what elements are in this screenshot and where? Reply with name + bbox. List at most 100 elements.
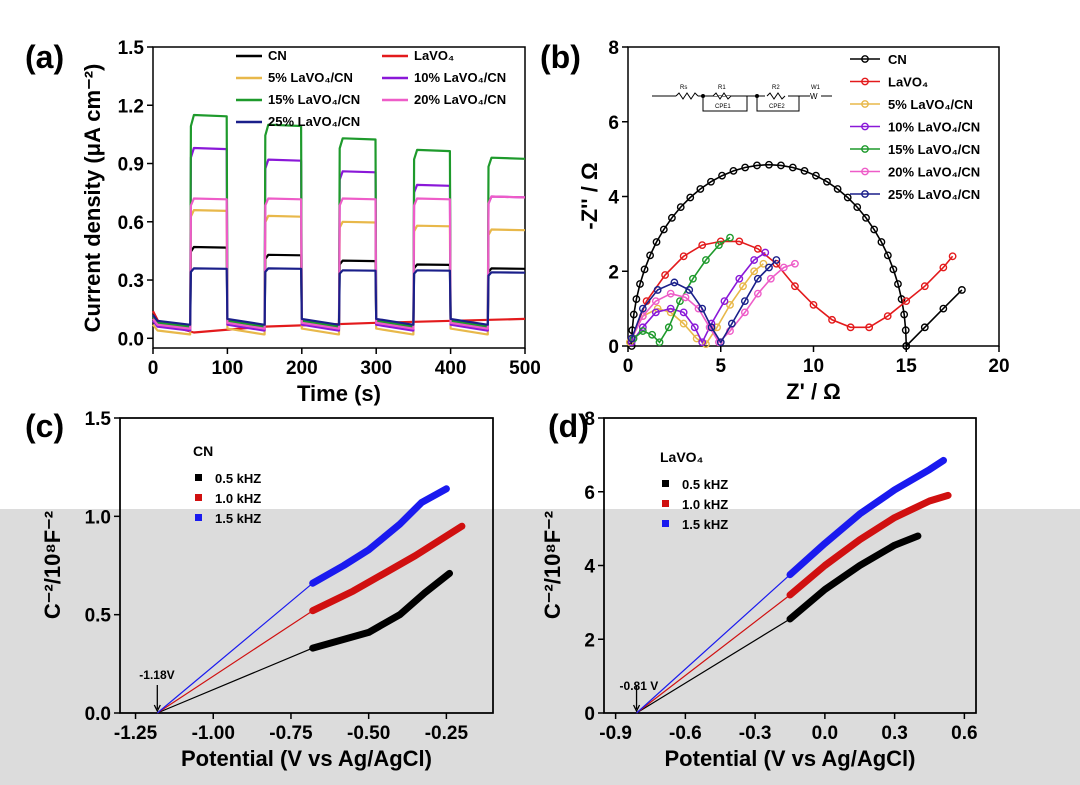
data-point — [883, 312, 892, 320]
data-point — [707, 177, 715, 186]
data-point — [735, 274, 744, 283]
x-tick-label: -0.3 — [739, 723, 772, 744]
data-point — [788, 163, 797, 172]
x-axis-label: Time (s) — [297, 381, 381, 406]
data-point — [689, 274, 697, 283]
series-line — [630, 163, 963, 348]
legend-group-label: CN — [193, 443, 213, 459]
data-point — [958, 286, 966, 294]
data-point — [714, 241, 723, 249]
y-tick-label: 0.5 — [85, 606, 112, 627]
data-point — [659, 225, 668, 234]
data-point — [765, 160, 773, 169]
data-point — [627, 342, 636, 350]
data-point — [739, 282, 747, 291]
data-point — [741, 163, 750, 172]
series-line — [633, 236, 731, 344]
data-point — [679, 319, 688, 328]
data-point — [716, 338, 725, 347]
panel-a: 0 100 200 300 400 500 0.0 0.3 0.6 0.9 1.2 1.5 (a) Cur… — [25, 38, 541, 406]
x-tick-label: 15 — [896, 356, 918, 377]
data-point — [698, 241, 707, 249]
legend-marker — [861, 100, 869, 108]
legend-label: 1.5 kHZ — [682, 517, 728, 532]
y-tick-label: 4 — [584, 557, 595, 578]
data-point — [883, 251, 892, 260]
y-tick-label: 8 — [608, 38, 619, 59]
data-point — [727, 319, 736, 328]
data-point — [707, 323, 716, 332]
legend-swatch — [662, 480, 669, 487]
data-point — [638, 304, 647, 313]
extrapolation-line — [636, 574, 791, 714]
data-point — [735, 237, 744, 246]
y-tick-label: 0.6 — [118, 213, 144, 234]
data-point — [740, 297, 749, 306]
x-tick-label: 10 — [803, 356, 824, 377]
panel-b: 0 5 10 15 20 0 2 4 6 8 (b) -Z'' / Ω Z' / Ω Rs R1 CPE1 R2… — [540, 38, 1010, 404]
data-point — [862, 213, 870, 222]
data-point — [939, 304, 948, 313]
data-point — [761, 248, 770, 257]
y-tick-label: 0.9 — [118, 155, 144, 176]
circuit-label: Rs — [680, 85, 687, 91]
data-point — [685, 286, 694, 294]
data-point — [865, 323, 874, 332]
data-point — [777, 161, 785, 170]
y-tick-label: 0 — [584, 704, 595, 725]
series-line — [152, 267, 526, 326]
data-point — [726, 300, 734, 309]
circuit-label: R2 — [772, 85, 780, 91]
data-point — [646, 251, 655, 260]
data-point — [666, 289, 675, 298]
y-tick-label: 0 — [608, 337, 619, 358]
y-tick-label: 2 — [608, 262, 619, 283]
data-point — [900, 310, 909, 319]
y-tick-label: 2 — [584, 630, 595, 651]
data-point — [753, 161, 761, 170]
legend-marker — [861, 55, 869, 63]
data-point — [740, 308, 749, 317]
panel-label: (c) — [25, 408, 64, 444]
data-point — [877, 238, 886, 246]
legend-swatch — [662, 520, 669, 527]
gray-overlay — [0, 509, 1080, 785]
data-point — [897, 295, 906, 303]
series-line — [309, 485, 450, 587]
legend-label: 0.5 kHZ — [682, 477, 728, 492]
data-point — [666, 304, 675, 313]
data-point — [713, 323, 721, 332]
legend-label: LaVO₄ — [414, 48, 454, 63]
x-tick-label: 0 — [623, 356, 634, 377]
x-tick-label: 20 — [988, 356, 1009, 377]
data-point — [648, 330, 657, 339]
data-point — [791, 282, 799, 291]
x-tick-label: -0.75 — [269, 723, 313, 744]
series-line — [309, 569, 453, 652]
data-point — [651, 297, 660, 306]
data-point — [902, 342, 911, 350]
data-point — [629, 310, 638, 319]
data-point — [753, 244, 762, 253]
data-point — [636, 280, 644, 288]
data-point — [870, 225, 879, 234]
data-point — [901, 326, 910, 335]
data-point — [753, 274, 762, 283]
legend-label: 15% LaVO₄/CN — [888, 142, 980, 157]
legend-swatch — [195, 474, 202, 481]
x-tick-label: 0 — [148, 358, 159, 379]
x-tick-label: 200 — [286, 358, 318, 379]
y-tick-label: 0.3 — [118, 271, 144, 292]
x-axis-label: Z' / Ω — [786, 379, 841, 404]
resistor-r1 — [712, 92, 732, 100]
data-point — [679, 252, 688, 261]
legend-swatch — [662, 500, 669, 507]
series-line — [309, 522, 466, 615]
data-point — [653, 286, 662, 294]
legend-label: 1.0 kHZ — [682, 497, 728, 512]
circuit-wire — [756, 96, 800, 112]
x-tick-label: 400 — [435, 358, 467, 379]
legend-marker — [861, 167, 869, 176]
y-axis-label: C⁻²/10⁸F⁻² — [40, 511, 65, 619]
x-tick-label: -1.00 — [192, 723, 235, 744]
